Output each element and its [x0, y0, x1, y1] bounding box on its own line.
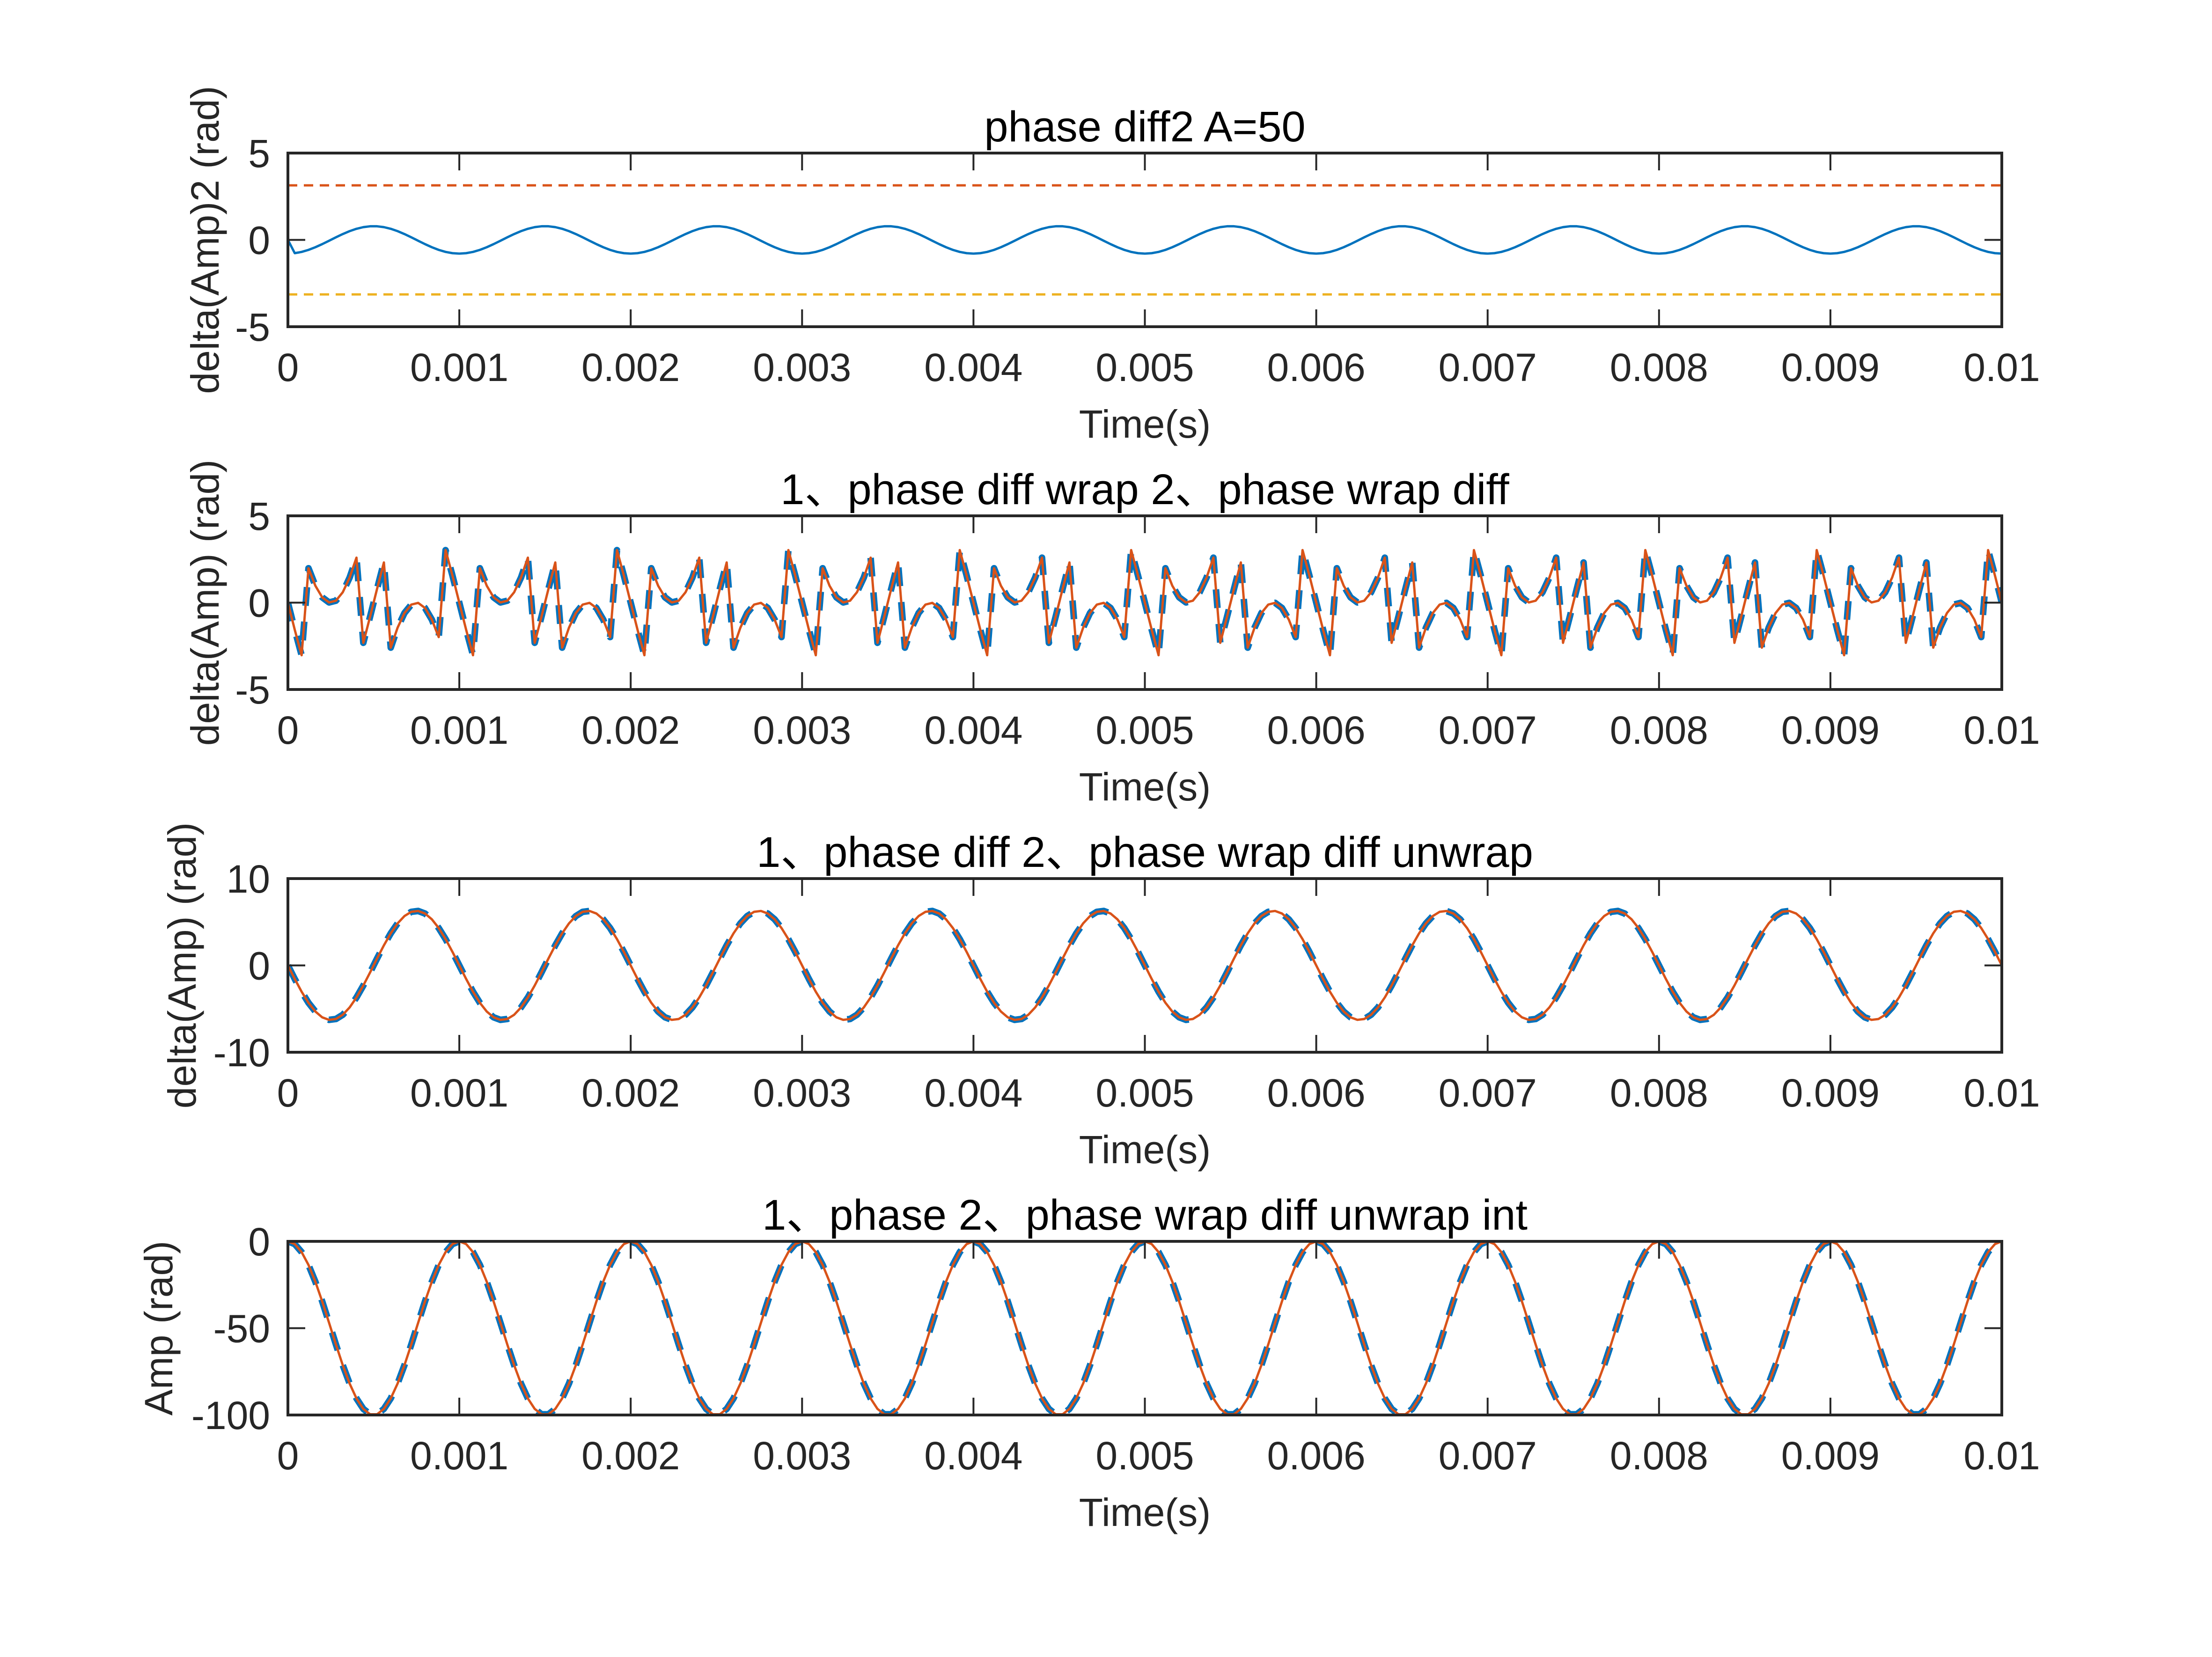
x-tick-label: 0.003 — [753, 708, 851, 752]
y-tick-label: -50 — [213, 1307, 270, 1351]
y-tick-label: -100 — [191, 1393, 270, 1437]
x-tick-label: 0.005 — [1095, 1434, 1194, 1478]
x-tick-label: 0.01 — [1963, 708, 2040, 752]
x-tick-label: 0.01 — [1963, 1434, 2040, 1478]
y-tick-label: 5 — [248, 132, 270, 176]
x-tick-label: 0.006 — [1267, 345, 1365, 389]
series-line-phase-wrap-diff-unwrap-int — [288, 1241, 2002, 1415]
subplot-1-axes-box — [287, 152, 2003, 328]
y-tick-label: 10 — [227, 857, 270, 901]
x-tick-label: 0.005 — [1095, 345, 1194, 389]
x-tick-label: 0.01 — [1963, 1071, 2040, 1115]
y-tick-label: -5 — [235, 305, 270, 349]
subplot-1-title: phase diff2 A=50 — [984, 103, 1305, 151]
subplot-2-xtick-labels: 0 0.001 0.002 0.003 0.004 0.005 0.006 0.007 0.00… — [277, 708, 2040, 752]
subplot-2: 1、phase diff wrap 2、phase wrap diff 0 0.0… — [183, 460, 2040, 809]
x-tick-label: 0.002 — [581, 1071, 680, 1115]
subplot-3-axes-box — [287, 877, 2003, 1054]
x-tick-label: 0 — [277, 708, 299, 752]
x-tick-label: 0.007 — [1439, 1071, 1537, 1115]
x-tick-label: 0.001 — [410, 345, 508, 389]
x-tick-label: 0.008 — [1610, 708, 1708, 752]
y-tick-label: -10 — [213, 1031, 270, 1075]
x-tick-label: 0.002 — [581, 345, 680, 389]
subplot-3-xlabel: Time(s) — [1079, 1128, 1211, 1172]
subplot-4-ytick-labels: -100 -50 0 — [191, 1220, 270, 1437]
y-tick-label: 0 — [248, 944, 270, 988]
x-tick-label: 0.009 — [1781, 345, 1880, 389]
x-tick-label: 0.009 — [1781, 708, 1880, 752]
series-line-phase-wrap-diff — [288, 549, 2002, 657]
x-tick-label: 0.003 — [753, 1434, 851, 1478]
y-tick-label: -5 — [235, 668, 270, 712]
y-tick-label: 0 — [248, 581, 270, 625]
subplot-3-title: 1、phase diff 2、phase wrap diff unwrap — [757, 828, 1533, 876]
x-tick-label: 0 — [277, 1434, 299, 1478]
x-tick-label: 0.002 — [581, 1434, 680, 1478]
subplot-2-title: 1、phase diff wrap 2、phase wrap diff — [780, 466, 1509, 513]
subplot-4-ylabel: Amp (rad) — [137, 1241, 181, 1415]
x-tick-label: 0 — [277, 345, 299, 389]
x-tick-label: 0.008 — [1610, 345, 1708, 389]
subplot-4-title: 1、phase 2、phase wrap diff unwrap int — [762, 1191, 1528, 1239]
subplot-2-plot-area — [288, 547, 2002, 659]
subplot-2-ylabel: delta(Amp) (rad) — [183, 460, 227, 746]
y-tick-label: 0 — [248, 1220, 270, 1264]
series-line-phase-wrap-diff-unwrap — [288, 909, 2002, 1021]
subplot-3-ylabel: delta(Amp) (rad) — [160, 822, 204, 1109]
y-tick-label: 0 — [248, 219, 270, 263]
x-tick-label: 0.004 — [924, 708, 1022, 752]
subplot-1-ytick-labels: -5 0 5 — [235, 132, 270, 349]
x-tick-label: 0.002 — [581, 708, 680, 752]
subplot-4-xlabel: Time(s) — [1079, 1490, 1211, 1534]
subplot-3-xtick-labels: 0 0.001 0.002 0.003 0.004 0.005 0.006 0.007 0.00… — [277, 1071, 2040, 1115]
x-tick-label: 0.001 — [410, 1434, 508, 1478]
x-tick-label: 0 — [277, 1071, 299, 1115]
subplot-2-xlabel: Time(s) — [1079, 765, 1211, 809]
x-tick-label: 0.008 — [1610, 1071, 1708, 1115]
subplot-1-xtick-labels: 0 0.001 0.002 0.003 0.004 0.005 0.006 0.007 0.00… — [277, 345, 2040, 389]
x-tick-label: 0.003 — [753, 1071, 851, 1115]
subplot-3-plot-area — [288, 908, 2002, 1023]
y-tick-label: 5 — [248, 494, 270, 538]
subplot-4-xtick-labels: 0 0.001 0.002 0.003 0.004 0.005 0.006 0.007 0.00… — [277, 1434, 2040, 1478]
subplot-1-ylabel: delta(Amp)2 (rad) — [183, 86, 227, 394]
series-line-second-difference-of-phase — [288, 225, 2002, 255]
x-tick-label: 0.005 — [1095, 1071, 1194, 1115]
x-tick-label: 0.006 — [1267, 1434, 1365, 1478]
subplot-4: 1、phase 2、phase wrap diff unwrap int 0 0.… — [137, 1191, 2040, 1534]
x-tick-label: 0.003 — [753, 345, 851, 389]
subplot-2-axes-box — [287, 514, 2003, 691]
x-tick-label: 0.006 — [1267, 708, 1365, 752]
subplot-3-ytick-labels: -10 0 10 — [213, 857, 270, 1075]
x-tick-label: 0.006 — [1267, 1071, 1365, 1115]
x-tick-label: 0.007 — [1439, 345, 1537, 389]
x-tick-label: 0.005 — [1095, 708, 1194, 752]
x-tick-label: 0.008 — [1610, 1434, 1708, 1478]
x-tick-label: 0.01 — [1963, 345, 2040, 389]
subplot-1: phase diff2 A=50 0 0.001 0.002 0.003 0.004 0.… — [183, 86, 2040, 446]
x-tick-label: 0.007 — [1439, 1434, 1537, 1478]
subplot-2-ytick-labels: -5 0 5 — [235, 494, 270, 712]
x-tick-label: 0.004 — [924, 345, 1022, 389]
subplot-4-axes-box — [287, 1240, 2003, 1416]
x-tick-label: 0.004 — [924, 1434, 1022, 1478]
subplot-4-plot-area — [288, 1241, 2002, 1415]
x-tick-label: 0.001 — [410, 708, 508, 752]
subplot-1-xlabel: Time(s) — [1079, 402, 1211, 446]
x-tick-label: 0.009 — [1781, 1434, 1880, 1478]
x-tick-label: 0.004 — [924, 1071, 1022, 1115]
subplot-1-plot-area — [288, 184, 2002, 296]
x-tick-label: 0.007 — [1439, 708, 1537, 752]
x-tick-label: 0.009 — [1781, 1071, 1880, 1115]
x-tick-label: 0.001 — [410, 1071, 508, 1115]
